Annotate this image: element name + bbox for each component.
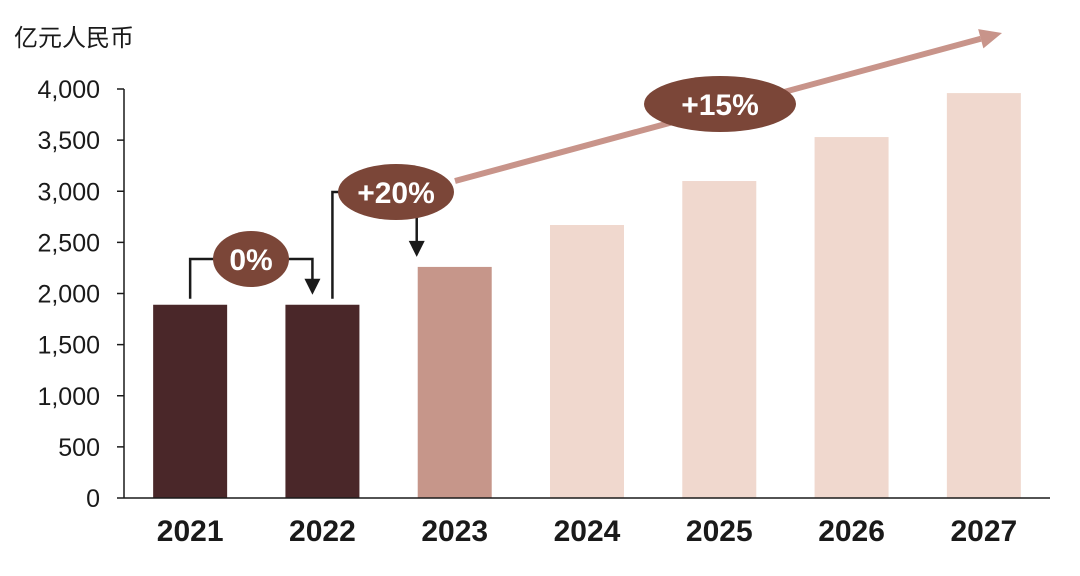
y-tick-label: 2,000 xyxy=(37,281,100,309)
trend-arrow-head xyxy=(978,29,1002,49)
x-axis: 2021 2022 2023 2024 2025 2026 2027 xyxy=(124,497,1050,548)
y-tick-label: 2,500 xyxy=(37,229,100,257)
bar-2021 xyxy=(153,304,228,498)
growth-annotations: 0% +20% +15% xyxy=(188,29,1002,299)
annotation-bubble xyxy=(213,231,289,287)
y-tick-label: 1,000 xyxy=(37,383,100,411)
bracket-arrow-head xyxy=(408,240,425,257)
bar-2025 xyxy=(682,181,757,498)
annotation-label: +20% xyxy=(357,177,435,210)
y-tick-label: 3,000 xyxy=(37,178,100,206)
bar-2023 xyxy=(417,266,492,498)
x-tick-label: 2024 xyxy=(554,515,621,548)
bar-series xyxy=(153,93,1021,498)
x-tick-label: 2027 xyxy=(950,515,1017,548)
x-tick-label: 2022 xyxy=(289,515,356,548)
y-tick-label: 1,500 xyxy=(37,332,100,360)
annotation-bubble xyxy=(338,164,454,220)
y-tick-label: 4,000 xyxy=(37,76,100,104)
y-tick-label: 3,500 xyxy=(37,127,100,155)
bracket-arrow-head xyxy=(304,278,321,295)
bar-2026 xyxy=(814,137,889,498)
annotation-label: 0% xyxy=(229,244,272,277)
x-tick-label: 2026 xyxy=(818,515,885,548)
annotation-bubble xyxy=(644,76,796,132)
annotation-label: +15% xyxy=(681,89,759,122)
y-tick-label: 0 xyxy=(86,485,100,513)
unit-label: 亿元人民币 xyxy=(14,25,134,52)
x-tick-label: 2025 xyxy=(686,515,753,548)
y-tick-label: 500 xyxy=(58,434,100,462)
x-tick-label: 2023 xyxy=(421,515,488,548)
bar-2024 xyxy=(550,224,624,498)
bar-2027 xyxy=(946,93,1021,498)
y-axis: 0 500 1,000 1,500 2,000 2,500 3,000 3,500 4,000 xyxy=(37,76,125,513)
x-tick-label: 2021 xyxy=(157,515,224,548)
bar-2022 xyxy=(285,304,360,498)
